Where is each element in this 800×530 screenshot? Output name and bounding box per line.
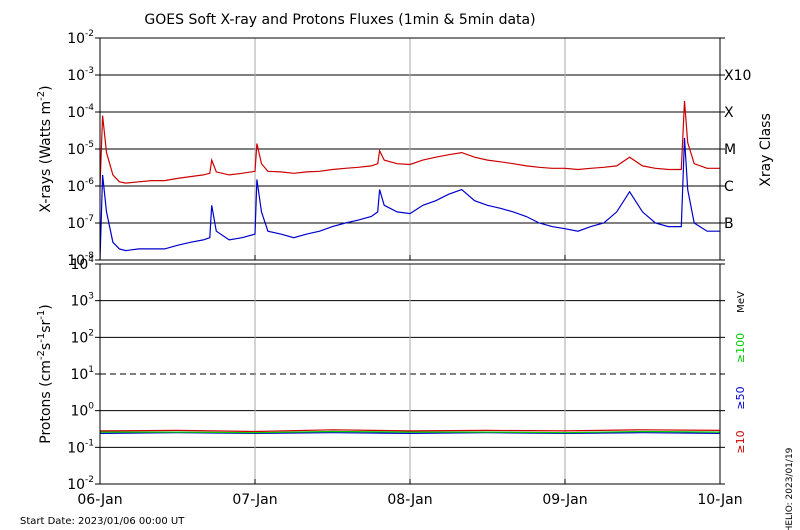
xray-gridlines: [99, 38, 721, 260]
xray-series-line: [99, 137, 720, 261]
proton-y-tick-label: 10-1: [67, 438, 94, 456]
xray-class-label: X: [724, 105, 734, 121]
proton-series-group: [99, 429, 721, 435]
x-tick-label: 08-Jan: [387, 492, 432, 508]
proton-series-line: [99, 432, 721, 435]
xray-class-label: X10: [724, 68, 751, 84]
xray-series-group: [99, 100, 720, 261]
xray-panel: 10-2 10-3 10-4 10-5 10-6 10-7 10-8 X10 X M C B X-r…: [36, 29, 774, 269]
x-tick-label: 06-Jan: [77, 492, 122, 508]
xray-class-label: M: [724, 142, 736, 158]
xray-class-labels: X10 X M C B: [724, 68, 751, 232]
proton-y-tick-label: 100: [70, 402, 94, 420]
proton-y-ticks: 104 103 102 101 100 10-1 10-2: [67, 255, 725, 493]
chart-title: GOES Soft X-ray and Protons Fluxes (1min…: [144, 12, 535, 28]
proton-y-axis-label: Protons (cm-2s-1sr-1): [36, 304, 54, 443]
proton-gridlines: [99, 264, 721, 484]
proton-unit-label: MeV: [736, 291, 747, 313]
xray-class-label: C: [724, 179, 734, 195]
proton-y-tick-label: 102: [70, 328, 94, 346]
start-date-label: Start Date: 2023/01/06 00:00 UT: [20, 516, 185, 527]
proton-y-tick-label: 101: [70, 365, 94, 383]
xray-y-tick-label: 10-4: [67, 103, 94, 121]
x-tick-label: 09-Jan: [542, 492, 587, 508]
proton-legend-entry: ≥100: [734, 333, 747, 363]
x-axis-ticks: 06-Jan 07-Jan 08-Jan 09-Jan 10-Jan: [77, 492, 742, 508]
proton-y-tick-label: 103: [70, 292, 94, 310]
xray-class-label: B: [724, 216, 734, 232]
xray-y-tick-label: 10-6: [67, 177, 94, 195]
xray-y-tick-label: 10-8: [67, 251, 94, 269]
x-tick-label: 10-Jan: [697, 492, 742, 508]
proton-legend-entry: ≥10: [734, 430, 747, 453]
xray-y-tick-label: 10-7: [67, 214, 94, 232]
xray-class-axis-label: Xray Class: [758, 113, 774, 187]
proton-y-tick-label: 104: [70, 255, 94, 273]
xray-y-tick-label: 10-5: [67, 140, 94, 158]
xray-series-line: [99, 100, 720, 187]
xray-y-tick-label: 10-3: [67, 66, 94, 84]
xray-y-ticks: 10-2 10-3 10-4 10-5 10-6 10-7 10-8: [67, 29, 725, 269]
proton-series-line: [100, 430, 721, 434]
proton-y-tick-label: 10-2: [67, 475, 94, 493]
proton-legend: ≥10 ≥50 ≥100: [734, 333, 747, 454]
proton-panel: 104 103 102 101 100 10-1 10-2 Protons (cm-2s-1…: [36, 255, 747, 493]
xray-y-tick-label: 10-2: [67, 29, 94, 47]
x-tick-label: 07-Jan: [232, 492, 277, 508]
xray-y-axis-label: X-rays (Watts m-2): [36, 85, 54, 212]
proton-legend-entry: ≥50: [734, 386, 747, 409]
credit-label: HELIO: 2023/01/19: [785, 447, 795, 530]
proton-series-line: [99, 429, 721, 433]
